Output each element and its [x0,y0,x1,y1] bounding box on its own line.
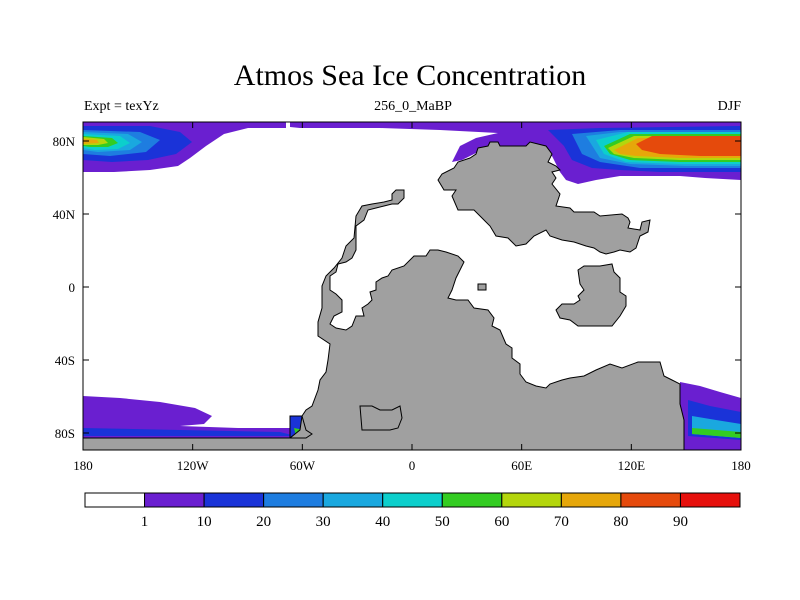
map-area [83,122,741,450]
colorbar-label: 90 [673,514,688,530]
lat-tick-label: 40S [55,353,75,368]
lon-tick-label: 60W [290,458,316,473]
colorbar-swatch [263,492,324,508]
lon-tick-label: 180 [73,458,93,473]
colorbar-label: 50 [435,514,450,530]
colorbar-swatch [382,492,443,508]
longitude-ticks: 180 120W 60W 0 60E 120E 180 [73,122,751,473]
land-north-continent [437,141,651,255]
antarctic-bay-outline [289,415,313,439]
time-label: 256_0_MaBP [374,99,452,114]
land-masses [83,141,685,450]
sea-ice-antarctic-west [83,396,300,450]
colorbar-swatch [441,492,503,508]
land-east-island [555,263,627,327]
colorbar-swatch [144,492,205,508]
colorbar-label: 10 [197,514,212,530]
colorbar-label: 60 [494,514,509,530]
lat-tick-label: 0 [69,280,76,295]
colorbar-swatch [501,492,562,508]
lon-tick-label: 60E [511,458,532,473]
lon-tick-label: 120W [177,458,210,473]
colorbar-swatch [322,492,384,508]
land-south-continent [83,189,685,450]
lat-tick-label: 80S [55,426,75,441]
colorbar: 1 10 20 30 40 50 60 70 80 90 [84,492,741,530]
lon-tick-label: 0 [409,458,416,473]
antarctic-inlet-outline [359,405,403,431]
colorbar-swatch [84,492,146,508]
season-label: DJF [717,99,741,114]
sea-ice-arctic-east [290,122,741,184]
colorbar-label: 20 [256,514,271,530]
colorbar-label: 80 [613,514,628,530]
colorbar-swatch [620,492,681,508]
colorbar-swatch [203,492,265,508]
colorbar-label: 30 [316,514,331,530]
lat-tick-label: 40N [53,207,76,222]
experiment-label: Expt = texYz [84,99,159,114]
colorbar-swatch [560,492,622,508]
colorbar-swatch [679,492,741,508]
colorbar-label: 70 [554,514,569,530]
latitude-ticks: 80N 40N 0 40S 80S [53,134,741,441]
lon-tick-label: 120E [618,458,646,473]
colorbar-label: 1 [141,514,149,530]
sea-ice-arctic-west [83,122,286,172]
map-title: Atmos Sea Ice Concentration [233,59,587,92]
lon-tick-label: 180 [731,458,751,473]
lat-tick-label: 80N [53,134,76,149]
land-small-island [477,283,487,291]
colorbar-label: 40 [375,514,390,530]
